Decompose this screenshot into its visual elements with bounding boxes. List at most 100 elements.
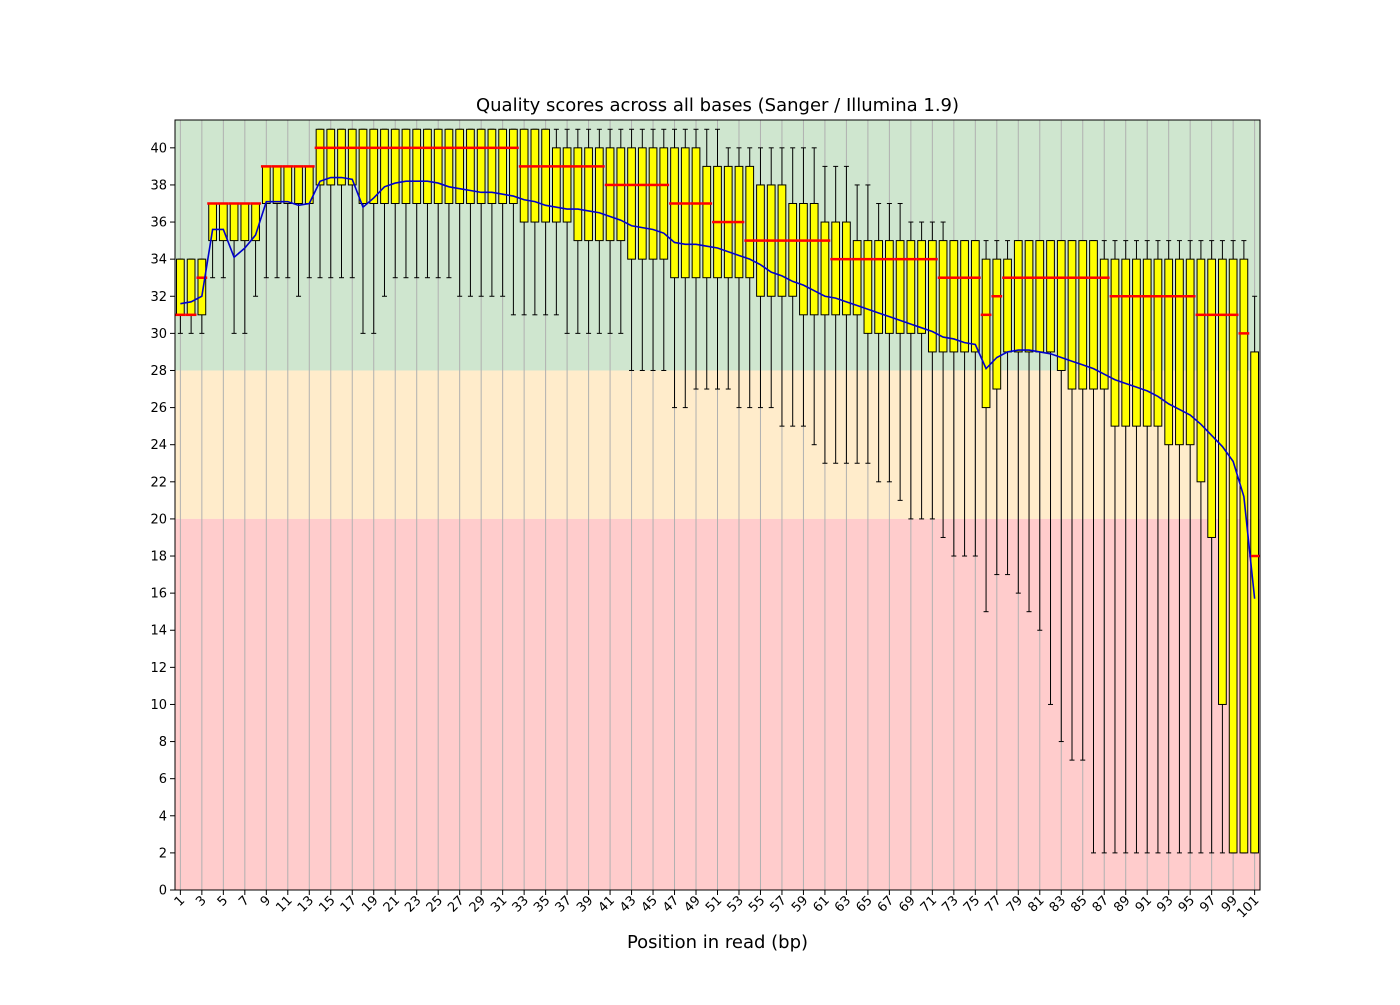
x-tick-label: 13 bbox=[295, 893, 317, 915]
box-position-65 bbox=[862, 184, 874, 464]
y-tick-label: 2 bbox=[159, 846, 167, 861]
y-tick-label: 26 bbox=[150, 401, 167, 416]
iqr-box bbox=[1218, 258, 1227, 705]
box-position-55 bbox=[755, 147, 766, 409]
box-position-51 bbox=[712, 128, 723, 390]
iqr-box bbox=[1067, 240, 1077, 390]
y-tick-label: 40 bbox=[150, 141, 167, 156]
x-tick-label: 85 bbox=[1068, 893, 1090, 915]
y-tick-label: 22 bbox=[150, 475, 167, 490]
x-tick-label: 19 bbox=[359, 893, 381, 915]
box-position-37 bbox=[561, 128, 573, 334]
box-position-7 bbox=[239, 202, 251, 334]
box-position-101 bbox=[1249, 295, 1260, 854]
y-tick-label: 8 bbox=[159, 735, 167, 750]
y-tick-label: 36 bbox=[150, 216, 167, 231]
box-position-4 bbox=[207, 202, 218, 279]
box-position-28 bbox=[465, 128, 476, 297]
box-position-9 bbox=[260, 165, 272, 279]
x-tick-label: 57 bbox=[767, 893, 789, 915]
iqr-box bbox=[745, 165, 755, 279]
iqr-box bbox=[1250, 351, 1259, 854]
box-position-15 bbox=[325, 128, 337, 279]
box-position-53 bbox=[733, 147, 745, 409]
x-tick-label: 97 bbox=[1197, 893, 1219, 915]
iqr-box bbox=[895, 240, 905, 334]
x-tick-label: 41 bbox=[596, 893, 618, 915]
iqr-box bbox=[1003, 258, 1012, 353]
iqr-box bbox=[927, 240, 937, 353]
iqr-box bbox=[562, 147, 572, 223]
box-position-26 bbox=[443, 128, 455, 279]
iqr-box bbox=[981, 258, 991, 409]
iqr-box bbox=[852, 240, 862, 316]
box-position-30 bbox=[486, 128, 498, 297]
iqr-box bbox=[326, 128, 336, 186]
iqr-box bbox=[551, 147, 561, 223]
box-position-73 bbox=[948, 240, 960, 557]
iqr-box bbox=[659, 147, 669, 260]
iqr-box bbox=[670, 147, 679, 279]
iqr-box bbox=[444, 128, 454, 204]
iqr-box bbox=[1175, 258, 1184, 446]
iqr-box bbox=[272, 165, 282, 204]
x-tick-label: 69 bbox=[896, 893, 918, 915]
box-position-45 bbox=[647, 128, 659, 371]
box-position-19 bbox=[368, 128, 380, 334]
box-position-44 bbox=[636, 128, 648, 371]
iqr-box bbox=[1035, 240, 1045, 353]
box-position-72 bbox=[937, 221, 949, 538]
iqr-box bbox=[1056, 240, 1066, 371]
x-tick-label: 87 bbox=[1090, 893, 1112, 915]
box-position-18 bbox=[357, 128, 369, 334]
box-position-61 bbox=[819, 165, 831, 464]
iqr-box bbox=[809, 202, 819, 316]
y-tick-label: 32 bbox=[150, 290, 167, 305]
y-tick-label: 12 bbox=[150, 661, 167, 676]
x-tick-label: 7 bbox=[236, 893, 252, 909]
box-position-70 bbox=[916, 221, 927, 520]
box-position-21 bbox=[389, 128, 401, 279]
iqr-box bbox=[1239, 258, 1249, 854]
iqr-box bbox=[1153, 258, 1163, 427]
x-tick-label: 93 bbox=[1154, 893, 1176, 915]
box-series bbox=[175, 128, 1260, 854]
box-position-17 bbox=[346, 128, 358, 279]
x-tick-label: 15 bbox=[316, 893, 338, 915]
x-tick-label: 33 bbox=[510, 893, 532, 915]
iqr-box bbox=[315, 128, 325, 186]
x-tick-label: 29 bbox=[467, 893, 489, 915]
box-position-56 bbox=[765, 147, 777, 409]
box-position-90 bbox=[1131, 240, 1142, 854]
box-position-89 bbox=[1120, 240, 1132, 854]
iqr-box bbox=[842, 221, 851, 316]
x-tick-label: 63 bbox=[832, 893, 854, 915]
box-position-92 bbox=[1152, 240, 1164, 854]
box-position-76 bbox=[980, 240, 992, 613]
box-position-74 bbox=[959, 240, 970, 557]
iqr-box bbox=[433, 128, 443, 204]
box-position-79 bbox=[1012, 240, 1024, 594]
box-position-91 bbox=[1141, 240, 1153, 854]
box-position-67 bbox=[884, 202, 895, 483]
y-tick-label: 20 bbox=[150, 512, 167, 527]
iqr-box bbox=[885, 240, 894, 334]
iqr-box bbox=[1228, 258, 1238, 854]
box-position-43 bbox=[626, 128, 637, 371]
iqr-box bbox=[487, 128, 497, 204]
iqr-box bbox=[186, 258, 196, 316]
iqr-box bbox=[294, 165, 303, 204]
box-position-32 bbox=[508, 128, 519, 316]
iqr-box bbox=[380, 128, 389, 204]
box-position-97 bbox=[1206, 240, 1218, 854]
iqr-box bbox=[1142, 258, 1152, 427]
x-tick-label: 25 bbox=[424, 893, 446, 915]
iqr-box bbox=[369, 128, 379, 204]
box-position-85 bbox=[1077, 240, 1089, 761]
iqr-box bbox=[347, 128, 357, 186]
iqr-box bbox=[1046, 240, 1055, 353]
iqr-box bbox=[423, 128, 432, 204]
